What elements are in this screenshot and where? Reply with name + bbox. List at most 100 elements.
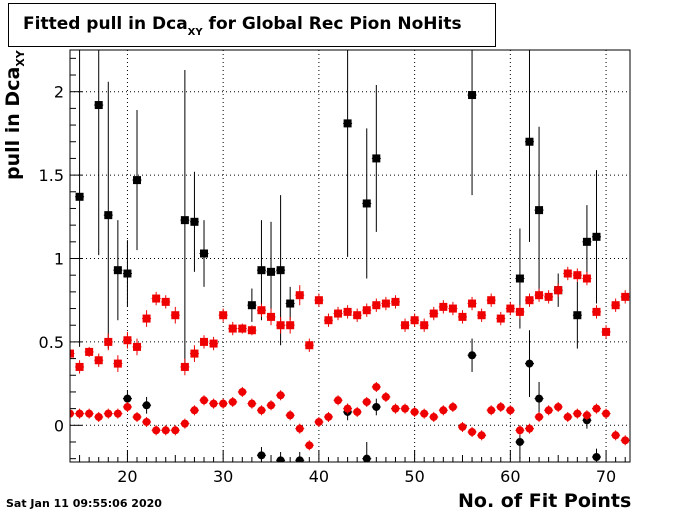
data-point-circle — [563, 412, 572, 421]
data-point-square — [286, 321, 295, 330]
data-point-circle — [75, 409, 84, 418]
x-tick-label: 30 — [213, 467, 233, 486]
data-point-square — [515, 307, 524, 316]
data-point-square — [592, 232, 601, 241]
data-point-circle — [133, 412, 142, 421]
chart-title-main: Fitted pull in Dca — [23, 14, 188, 34]
data-point-square — [535, 206, 544, 215]
data-point-circle — [257, 406, 266, 415]
data-point-circle — [515, 437, 524, 446]
data-point-circle — [353, 407, 362, 416]
data-point-square — [554, 286, 563, 295]
data-point-circle — [496, 402, 505, 411]
data-point-square — [247, 301, 256, 310]
data-point-square — [544, 292, 553, 301]
data-point-circle — [200, 396, 209, 405]
data-point-square — [621, 292, 630, 301]
data-point-square — [85, 347, 94, 356]
y-axis-label: pull in DcaXY — [2, 50, 27, 180]
data-point-square — [200, 337, 209, 346]
y-tick-label: 1 — [54, 250, 64, 269]
data-point-square — [420, 321, 429, 330]
data-point-square — [276, 321, 285, 330]
data-point-circle — [142, 401, 151, 410]
data-point-circle — [85, 409, 94, 418]
data-point-circle — [372, 382, 381, 391]
data-point-circle — [190, 406, 199, 415]
data-point-circle — [123, 394, 132, 403]
data-point-square — [410, 316, 419, 325]
data-point-circle — [429, 412, 438, 421]
data-point-circle — [439, 406, 448, 415]
data-point-square — [487, 296, 496, 305]
data-point-square — [257, 306, 266, 315]
data-point-circle — [420, 409, 429, 418]
data-point-square — [161, 297, 170, 306]
data-point-square — [477, 311, 486, 320]
y-tick-label: 1.5 — [39, 166, 64, 185]
data-point-circle — [171, 426, 180, 435]
data-point-square — [324, 316, 333, 325]
data-point-square — [123, 336, 132, 345]
data-point-square — [573, 271, 582, 280]
title-box: Fitted pull in DcaXY for Global Rec Pion… — [8, 3, 496, 47]
data-point-square — [238, 324, 247, 333]
data-point-square — [209, 339, 218, 348]
data-point-square — [353, 311, 362, 320]
data-point-circle — [525, 424, 534, 433]
data-point-square — [372, 154, 381, 163]
data-point-circle — [314, 417, 323, 426]
y-axis-label-main: pull in Dca — [2, 66, 24, 180]
x-axis-label: No. of Fit Points — [458, 490, 632, 512]
data-point-circle — [257, 451, 266, 460]
data-point-circle — [611, 431, 620, 440]
chart-title-subscript: XY — [187, 27, 203, 38]
data-point-circle — [535, 412, 544, 421]
data-point-square — [314, 296, 323, 305]
data-point-square — [152, 294, 161, 303]
data-point-square — [448, 304, 457, 313]
data-point-circle — [477, 431, 486, 440]
data-point-square — [228, 324, 237, 333]
data-point-square — [525, 137, 534, 146]
data-point-circle — [104, 409, 113, 418]
timestamp: Sat Jan 11 09:55:06 2020 — [6, 497, 162, 510]
data-point-square — [142, 314, 151, 323]
data-point-circle — [94, 412, 103, 421]
data-point-circle — [152, 426, 161, 435]
data-point-circle — [267, 401, 276, 410]
data-point-square — [592, 307, 601, 316]
y-axis-label-subscript: XY — [14, 50, 27, 67]
data-point-circle — [276, 391, 285, 400]
data-point-circle — [487, 406, 496, 415]
data-point-circle — [343, 404, 352, 413]
data-point-circle — [219, 399, 228, 408]
data-point-square — [171, 311, 180, 320]
data-point-circle — [228, 397, 237, 406]
data-point-square — [257, 266, 266, 275]
y-tick-label: 2 — [54, 83, 64, 102]
data-point-square — [334, 309, 343, 318]
data-point-circle — [286, 411, 295, 420]
data-point-square — [343, 119, 352, 128]
x-tick-label: 20 — [117, 467, 137, 486]
data-point-square — [515, 274, 524, 283]
data-point-square — [611, 301, 620, 310]
data-point-square — [582, 274, 591, 283]
data-point-circle — [535, 394, 544, 403]
data-point-square — [113, 266, 122, 275]
x-tick-label: 50 — [404, 467, 424, 486]
data-point-square — [190, 217, 199, 226]
data-point-square — [75, 192, 84, 201]
data-point-circle — [161, 426, 170, 435]
data-point-circle — [592, 404, 601, 413]
data-point-square — [247, 326, 256, 335]
data-point-circle — [238, 387, 247, 396]
grid-lines — [70, 50, 630, 462]
data-point-circle — [544, 406, 553, 415]
data-point-square — [381, 299, 390, 308]
data-point-circle — [142, 417, 151, 426]
data-series — [70, 50, 630, 462]
data-point-circle — [305, 441, 314, 450]
